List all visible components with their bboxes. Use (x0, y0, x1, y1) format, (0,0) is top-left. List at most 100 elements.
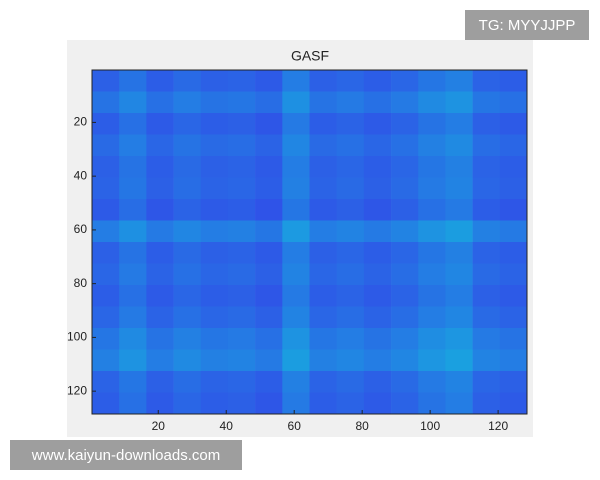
heatmap-cell (336, 220, 365, 243)
heatmap-cell (391, 177, 419, 200)
heatmap-cell (499, 328, 528, 350)
heatmap-cell (418, 392, 446, 415)
heatmap-cell (92, 349, 120, 372)
heatmap-cell (391, 285, 419, 307)
heatmap-cell (363, 220, 392, 243)
heatmap-cell (445, 371, 473, 393)
heatmap-cell (282, 220, 310, 243)
y-tick-label: 100 (67, 330, 87, 344)
heatmap-cell (391, 392, 419, 415)
heatmap-cell (255, 306, 283, 329)
heatmap-cell (200, 285, 229, 307)
heatmap-cell (227, 328, 256, 350)
heatmap-cell (255, 349, 283, 372)
heatmap-cell (309, 263, 337, 286)
heatmap-cell (92, 220, 120, 243)
heatmap-cell (499, 371, 528, 393)
heatmap-cell (119, 156, 147, 178)
heatmap-cell (363, 392, 392, 415)
heatmap-cell (309, 328, 337, 350)
heatmap-cell (445, 91, 473, 114)
heatmap-cell (445, 263, 473, 286)
y-tick-label: 60 (74, 222, 88, 236)
heatmap-cell (499, 199, 528, 221)
heatmap-cell (119, 306, 147, 329)
x-tick-label: 100 (420, 419, 440, 433)
heatmap-cell (227, 134, 256, 157)
heatmap-cell (363, 263, 392, 286)
heatmap-cell (499, 242, 528, 264)
heatmap-cell (282, 70, 310, 92)
heatmap-cell (336, 70, 365, 92)
watermark-box (10, 440, 242, 470)
heatmap-cell (146, 306, 174, 329)
heatmap-cell (282, 349, 310, 372)
heatmap-cell (418, 134, 446, 157)
heatmap-cell (146, 263, 174, 286)
heatmap-cell (282, 263, 310, 286)
heatmap-cell (173, 134, 202, 157)
heatmap-cell (92, 392, 120, 415)
heatmap-cell (200, 156, 229, 178)
heatmap-cell (173, 242, 202, 264)
heatmap-cell (200, 177, 229, 200)
heatmap-cell (146, 392, 174, 415)
heatmap-cell (119, 177, 147, 200)
heatmap-cell (119, 70, 147, 92)
heatmap-cell (336, 263, 365, 286)
heatmap-cell (255, 177, 283, 200)
heatmap-cell (472, 263, 501, 286)
heatmap-cell (146, 349, 174, 372)
heatmap-cell (227, 91, 256, 114)
heatmap-cell (391, 328, 419, 350)
heatmap-cell (282, 156, 310, 178)
heatmap-cell (418, 113, 446, 135)
heatmap-cell (336, 156, 365, 178)
heatmap-cell (255, 371, 283, 393)
heatmap-cell (282, 91, 310, 114)
heatmap-cell (173, 371, 202, 393)
heatmap-cell (445, 306, 473, 329)
heatmap-cell (472, 392, 501, 415)
heatmap-cell (391, 134, 419, 157)
heatmap-cell (119, 349, 147, 372)
heatmap-cell (391, 199, 419, 221)
heatmap-cell (227, 242, 256, 264)
heatmap-cell (173, 263, 202, 286)
heatmap-cell (92, 91, 120, 114)
heatmap-cell (227, 392, 256, 415)
heatmap-cell (200, 220, 229, 243)
heatmap-cell (336, 113, 365, 135)
heatmap-cell (499, 306, 528, 329)
heatmap-cell (255, 70, 283, 92)
heatmap-cell (146, 177, 174, 200)
heatmap-cell (200, 70, 229, 92)
heatmap-cell (200, 199, 229, 221)
heatmap-cell (363, 199, 392, 221)
heatmap-cell (282, 242, 310, 264)
heatmap-cell (255, 285, 283, 307)
heatmap-cell (309, 392, 337, 415)
y-tick-label: 40 (74, 168, 88, 182)
heatmap-cell (282, 285, 310, 307)
heatmap-cell (119, 199, 147, 221)
x-tick-label: 40 (220, 419, 234, 433)
heatmap-cell (200, 349, 229, 372)
heatmap-cell (92, 242, 120, 264)
heatmap-cell (92, 371, 120, 393)
x-tick-label: 60 (288, 419, 302, 433)
x-tick-label: 20 (152, 419, 166, 433)
heatmap-cell (445, 177, 473, 200)
heatmap-cell (363, 91, 392, 114)
heatmap-cell (499, 392, 528, 415)
heatmap-cell (227, 199, 256, 221)
heatmap-cell (499, 113, 528, 135)
heatmap-cell (391, 113, 419, 135)
heatmap-cell (119, 91, 147, 114)
heatmap-cell (227, 220, 256, 243)
heatmap-cell (255, 220, 283, 243)
heatmap-cell (472, 134, 501, 157)
heatmap-cell (173, 91, 202, 114)
heatmap-cell (418, 199, 446, 221)
heatmap-cell (418, 177, 446, 200)
